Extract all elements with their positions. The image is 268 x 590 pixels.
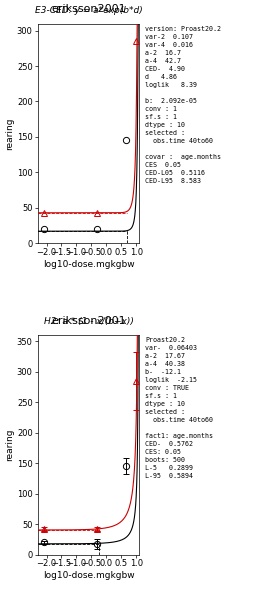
Y-axis label: rearing: rearing <box>5 429 14 461</box>
Text: Proast20.2
var-  0.06403
a-2  17.67
a-4  40.38
b-  -12.1
loglik  -2.15
conv : TR: Proast20.2 var- 0.06403 a-2 17.67 a-4 40… <box>146 337 214 479</box>
Title: eriksson2001: eriksson2001 <box>51 5 126 15</box>
X-axis label: log10-dose.mgkgbw: log10-dose.mgkgbw <box>43 571 134 580</box>
X-axis label: log10-dose.mgkgbw: log10-dose.mgkgbw <box>43 260 134 268</box>
Title: eriksson2001: eriksson2001 <box>51 316 126 326</box>
Text: H2: a * (1 - x/(b+x)): H2: a * (1 - x/(b+x)) <box>43 317 133 326</box>
Text: version: Proast20.2
var-2  0.107
var-4  0.016
a-2  16.7
a-4  42.7
CED-  4.90
d  : version: Proast20.2 var-2 0.107 var-4 0.… <box>146 26 221 184</box>
Text: E3-CED: y = a*exp(b*d): E3-CED: y = a*exp(b*d) <box>35 6 142 15</box>
Y-axis label: rearing: rearing <box>5 117 14 149</box>
